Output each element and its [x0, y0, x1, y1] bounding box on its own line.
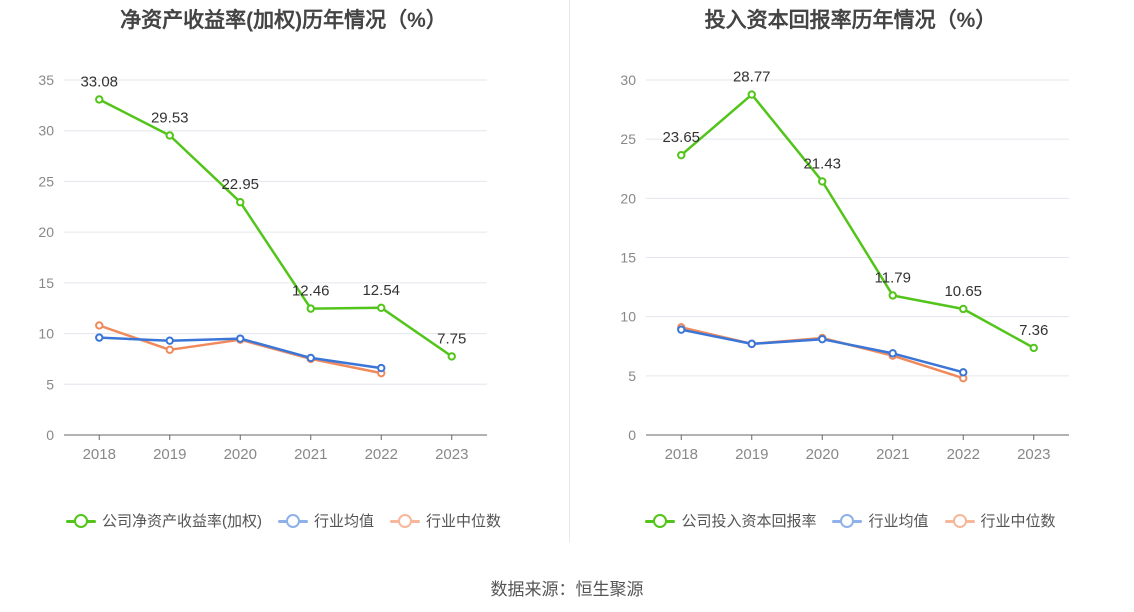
data-point [818, 334, 827, 344]
data-point [377, 363, 386, 373]
data-label: 12.54 [362, 282, 400, 299]
y-tick-label: 25 [38, 173, 54, 189]
y-tick-label: 25 [620, 131, 636, 147]
legend-marker-icon [65, 513, 96, 529]
data-point [888, 291, 897, 300]
roic-plot: 0 5 10 15 20 25 30 2018 2019 2020 2021 2022 2023 23.6… [620, 69, 1069, 463]
data-label: 11.79 [875, 269, 911, 286]
data-point [236, 334, 245, 343]
data-point [165, 345, 174, 354]
y-tick-label: 30 [38, 123, 54, 139]
data-point [888, 349, 897, 358]
legend-item[interactable]: 行业均值 [277, 510, 374, 531]
x-tick-label: 2018 [665, 446, 698, 463]
data-point [747, 339, 756, 349]
legend-label: 行业均值 [313, 513, 374, 530]
roic-legend: 公司投入资本回报率 行业均值 行业中位数 [567, 510, 1134, 531]
data-label: 23.65 [662, 129, 700, 146]
data-point [959, 368, 968, 377]
x-tick-label: 2023 [1017, 446, 1050, 463]
data-label: 7.36 [1019, 322, 1048, 339]
x-tick-label: 2022 [365, 446, 398, 463]
y-tick-label: 10 [38, 326, 54, 342]
roic-chart: 投入资本回报率历年情况（%） 0 5 10 15 20 25 30 2018 2019 2020 2… [567, 0, 1134, 560]
legend-marker-icon [832, 513, 863, 529]
y-tick-label: 5 [628, 368, 636, 384]
legend-marker-icon [390, 513, 420, 529]
y-tick-label: 0 [628, 427, 636, 443]
data-label: 29.53 [151, 109, 189, 126]
data-point [306, 353, 315, 363]
y-tick-label: 0 [46, 427, 54, 443]
legend-marker-icon [277, 513, 308, 529]
y-tick-label: 20 [620, 190, 636, 206]
data-label: 22.95 [221, 176, 259, 193]
data-point [747, 90, 756, 99]
y-tick-label: 35 [38, 72, 54, 88]
chart-title: 净资产收益率(加权)历年情况（%） [120, 9, 447, 32]
legend-label: 行业均值 [868, 513, 929, 530]
x-tick-label: 2021 [294, 446, 327, 463]
x-tick-label: 2018 [83, 446, 116, 463]
legend-marker-icon [645, 513, 676, 529]
data-label: 21.43 [803, 155, 841, 172]
data-point [677, 150, 686, 160]
data-point [236, 198, 245, 207]
legend-marker-icon [944, 513, 975, 529]
x-tick-label: 2019 [153, 446, 186, 463]
data-label: 10.65 [944, 283, 982, 300]
x-tick-label: 2020 [224, 446, 257, 463]
data-point [165, 131, 174, 140]
legend-item[interactable]: 行业均值 [832, 510, 929, 531]
data-point [377, 303, 386, 313]
data-point [95, 333, 104, 342]
x-tick-label: 2019 [735, 446, 768, 463]
data-point [1029, 343, 1038, 353]
roe-plot: 0 5 10 15 20 25 30 35 2018 2019 2020 2021 2022 2023 33… [38, 72, 487, 463]
legend-item[interactable]: 行业中位数 [390, 510, 501, 531]
roe-legend: 公司净资产收益率(加权) 行业均值 行业中位数 [0, 510, 567, 531]
data-point [165, 336, 174, 345]
y-tick-label: 15 [620, 250, 636, 266]
data-source: 数据来源：恒生聚源 [490, 580, 644, 599]
legend-label: 公司投入资本回报率 [681, 513, 817, 530]
x-tick-label: 2021 [876, 446, 909, 463]
legend-label: 行业中位数 [980, 513, 1056, 530]
y-tick-label: 20 [38, 224, 54, 240]
data-point [95, 321, 104, 330]
series-line [98, 324, 382, 375]
data-point [959, 304, 968, 314]
y-tick-label: 15 [38, 275, 54, 291]
legend-item[interactable]: 公司净资产收益率(加权) [65, 510, 262, 531]
series-line [680, 93, 1035, 349]
roe-chart: 净资产收益率(加权)历年情况（%） 0 5 10 15 20 25 30 35 2018 2019… [0, 0, 567, 560]
y-tick-label: 30 [620, 72, 636, 88]
data-label: 7.75 [437, 330, 466, 347]
data-label: 33.08 [80, 73, 118, 90]
data-point [677, 325, 686, 334]
x-tick-label: 2020 [806, 446, 839, 463]
x-tick-label: 2023 [435, 446, 468, 463]
y-tick-label: 10 [620, 309, 636, 325]
data-point [818, 177, 827, 186]
data-label: 28.77 [733, 69, 771, 86]
data-point [95, 95, 104, 104]
y-tick-label: 5 [46, 376, 54, 392]
legend-label: 行业中位数 [426, 513, 502, 530]
x-tick-label: 2022 [947, 446, 980, 463]
legend-label: 公司净资产收益率(加权) [101, 513, 262, 530]
data-label: 12.46 [292, 283, 330, 300]
chart-title: 投入资本回报率历年情况（%） [704, 9, 997, 32]
data-point [447, 352, 456, 361]
series-line [98, 98, 453, 358]
data-point [306, 304, 315, 313]
legend-item[interactable]: 公司投入资本回报率 [645, 510, 816, 531]
legend-item[interactable]: 行业中位数 [944, 510, 1056, 531]
chart-divider [569, 0, 570, 542]
